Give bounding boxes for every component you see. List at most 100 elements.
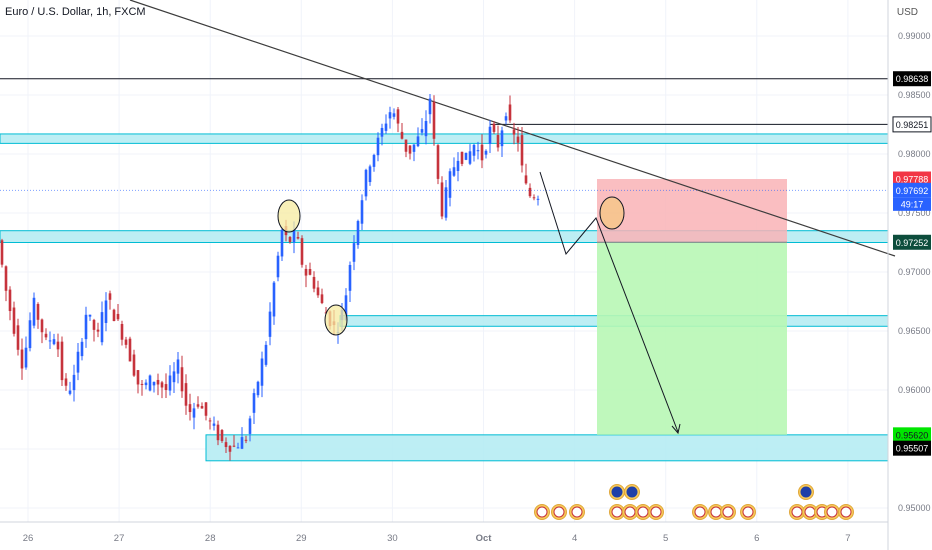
candle-body [4,266,8,291]
price-badge-label: 0.97692 [896,186,929,196]
price-badge-label: 0.98638 [896,74,929,84]
price-badge [893,440,931,456]
candle-body [116,313,120,320]
candle-body [300,238,304,265]
flag-face [571,506,583,518]
price-badge [892,116,932,133]
candle-body [316,287,320,296]
candle-body [448,171,452,198]
candle-body [196,404,200,407]
flag-face [710,506,722,518]
price-badge-label: 0.97788 [896,175,929,185]
flag-face [536,506,548,518]
candle-body [92,319,96,330]
candle-body [80,341,84,357]
flag-face [553,506,565,518]
candle-body [532,197,536,199]
candle-body [32,297,36,326]
candle-body [388,112,392,119]
stop-loss-zone [597,179,787,243]
candle-body [112,309,116,322]
candle-body [488,126,492,144]
candle-body [164,384,168,391]
candle-body [376,137,380,156]
candle-body [360,200,364,224]
candle-body [320,294,324,304]
annotation-layer [277,171,681,435]
candle-body [504,116,508,121]
time-tick-label: 7 [845,533,850,544]
flag-face [624,506,636,518]
candle-body [204,402,208,416]
candle-body [292,230,296,243]
flag-face [650,506,662,518]
countdown-badge [893,197,931,211]
candle-body [84,314,88,340]
flag-face [800,486,812,498]
price-badge [893,182,931,198]
candle-body [436,145,440,179]
candle-body [168,375,172,391]
candle-body [180,367,184,392]
candle-body [172,371,176,383]
candle-body [396,109,400,124]
candle-body [452,167,456,176]
price-tick-label: 0.97000 [898,267,931,277]
candle-body [444,187,448,218]
sr-zone [0,133,889,144]
position-layer [597,179,787,435]
candle-body [144,382,148,386]
candle-body [460,151,464,164]
candle-body [400,131,404,139]
projection-arrowhead [671,423,681,435]
candle-body [312,276,316,289]
candle-body [208,420,212,422]
flag-face [742,506,754,518]
candle-body [344,295,348,321]
candle-body [280,229,284,257]
candle-body [536,198,540,200]
candle-body [520,135,524,166]
time-tick-label: Oct [476,533,493,544]
price-tick-label: 0.98000 [898,149,931,159]
price-badge [893,234,931,250]
candle-body [480,144,484,161]
price-tick-label: 0.98500 [898,90,931,100]
candle-body [272,282,276,317]
candle-body [108,293,112,300]
flag-face [637,506,649,518]
time-tick-label: 30 [387,533,398,544]
candle-body [404,139,408,152]
candle-body [268,311,272,337]
candle-body [356,221,360,245]
time-tick-label: 27 [114,533,125,544]
candle-body [468,151,472,164]
time-tick-label: 28 [205,533,216,544]
candle-body [220,430,224,441]
events-layer [534,484,854,520]
candle-body [508,104,512,121]
candle-body [228,445,232,452]
candle-body [304,268,308,276]
time-tick-label: 6 [754,533,759,544]
candle-body [516,136,520,143]
candle-body [44,333,48,338]
candle-body [392,113,396,117]
countdown-label: 49:17 [901,199,924,209]
highlight-circle [599,196,625,230]
candle-body [96,329,100,332]
candle-body [288,237,292,243]
symbol-title: Euro / U.S. Dollar, 1h, FXCM [5,6,146,18]
candle-body [528,187,532,197]
candle-body [88,314,92,317]
candle-body [364,169,368,197]
candle-body [240,437,244,449]
currency-label: USD [896,7,918,18]
candle-body [40,319,44,333]
flag-face [694,506,706,518]
candle-body [16,325,20,350]
take-profit-zone [597,242,787,435]
